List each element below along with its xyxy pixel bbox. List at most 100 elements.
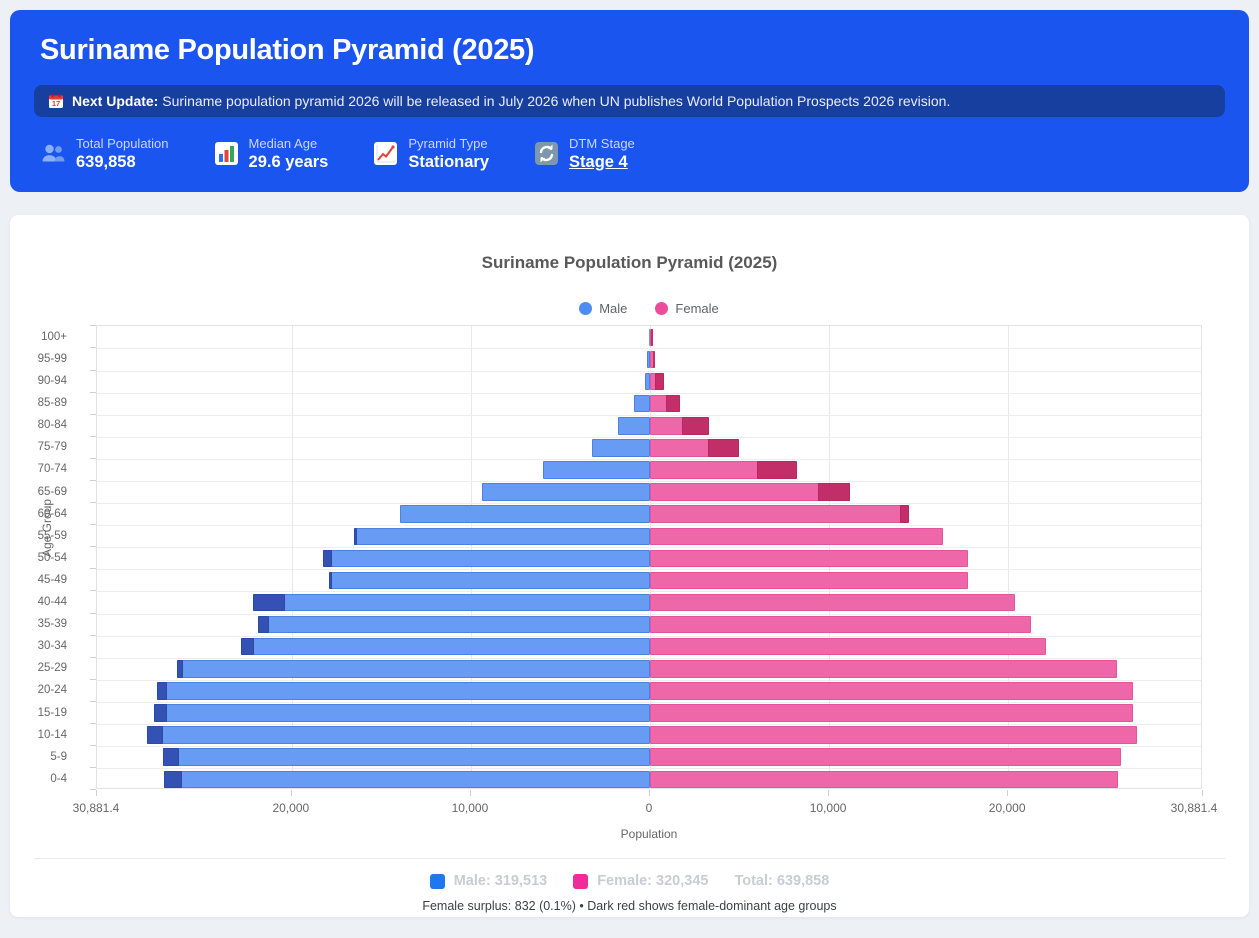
y-tick-mark [90,457,96,459]
bar-female-15-19[interactable] [650,704,1134,722]
bar-male-85-89[interactable] [634,394,650,413]
trend-chart-icon [372,140,399,167]
bar-chart-icon [213,140,240,167]
x-tick-mark [1007,790,1009,797]
pyramid-plot [96,325,1202,790]
next-update-text: Next Update: Suriname population pyramid… [72,93,950,109]
bar-female-surplus-65-69[interactable] [818,483,850,501]
bar-male-60-64[interactable] [399,505,650,523]
x-tick-20,000: 20,000 [272,801,310,816]
bar-female-25-29[interactable] [650,660,1118,678]
bar-male-70-74[interactable] [542,461,650,479]
bar-male-surplus-40-44[interactable] [252,593,285,612]
stat-value: 639,858 [76,152,136,171]
bar-female-0-4[interactable] [650,770,1119,789]
y-tick-10-14: 10-14 [37,728,67,741]
y-tick-mark [90,723,96,725]
bar-male-30-34[interactable] [240,637,650,656]
y-tick-mark [90,612,96,614]
bar-male-surplus-25-29[interactable] [176,660,183,678]
bar-male-surplus-45-49[interactable] [328,571,332,590]
y-tick-mark [90,634,96,636]
y-tick-mark [90,656,96,658]
bar-male-55-59[interactable] [353,527,650,545]
svg-text:17: 17 [52,99,60,108]
horizontal-gridline [97,591,1201,593]
legend-swatch-female [655,302,669,316]
bar-male-45-49[interactable] [328,571,650,590]
y-tick-mark [90,391,96,393]
x-tick-20,000: 20,000 [988,801,1026,816]
bar-male-80-84[interactable] [617,417,650,435]
horizontal-gridline [97,525,1201,527]
bar-female-surplus-100+[interactable] [650,328,653,347]
bar-female-35-39[interactable] [650,615,1032,634]
y-tick-60-64: 60-64 [37,507,67,520]
y-tick-mark [90,700,96,702]
totals-legend-item-1[interactable]: Female: 320,345 [573,873,708,889]
bar-female-surplus-75-79[interactable] [708,439,739,457]
bar-female-20-24[interactable] [650,682,1134,700]
bar-male-40-44[interactable] [252,593,650,612]
stat-value-link[interactable]: Stage 4 [569,152,628,171]
y-tick-95-99: 95-99 [37,352,67,365]
bar-female-surplus-70-74[interactable] [757,461,797,479]
horizontal-gridline [97,503,1201,505]
x-axis-title: Population [620,827,678,842]
bar-male-surplus-5-9[interactable] [162,748,179,766]
bar-female-30-34[interactable] [650,637,1046,656]
bar-male-10-14[interactable] [147,726,650,744]
bar-male-20-24[interactable] [156,682,650,700]
bar-female-60-64[interactable] [650,505,909,523]
totals-legend-item-0[interactable]: Male: 319,513 [429,873,547,889]
horizontal-gridline [97,679,1201,681]
bar-female-surplus-60-64[interactable] [900,505,909,523]
y-tick-55-59: 55-59 [37,529,67,542]
totals-legend: Male: 319,513 Female: 320,345 Total: 639,8… [10,873,1249,889]
bar-female-surplus-85-89[interactable] [665,394,681,413]
bar-male-surplus-30-34[interactable] [240,637,255,656]
bar-male-95-99[interactable] [647,350,650,369]
legend-item-male[interactable]: Male [579,301,627,316]
bar-male-5-9[interactable] [162,748,650,766]
bar-male-surplus-55-59[interactable] [353,527,357,545]
totals-label: Total: 639,858 [734,873,830,890]
y-tick-mark [90,590,96,592]
bar-male-surplus-10-14[interactable] [147,726,164,744]
bar-male-25-29[interactable] [176,660,650,678]
bar-female-40-44[interactable] [650,593,1016,612]
bar-male-100+[interactable] [649,328,650,347]
bar-male-50-54[interactable] [322,549,650,568]
bar-female-10-14[interactable] [650,726,1137,744]
bar-male-35-39[interactable] [257,615,650,634]
bar-female-surplus-80-84[interactable] [682,417,710,435]
bar-male-65-69[interactable] [481,483,650,501]
page-title: Suriname Population Pyramid (2025) [40,34,535,66]
bar-male-surplus-15-19[interactable] [153,704,167,722]
stat-value: Stationary [408,152,490,171]
stat-label: Total Population [76,136,169,151]
legend-item-female[interactable]: Female [655,301,719,316]
bar-female-50-54[interactable] [650,549,969,568]
horizontal-gridline [97,768,1201,770]
x-tick-0: 0 [645,801,653,816]
bar-male-surplus-20-24[interactable] [156,682,167,700]
x-tick-mark [1202,790,1203,797]
legend-swatch-male [579,302,593,316]
bar-female-55-59[interactable] [650,527,944,545]
bar-female-surplus-95-99[interactable] [652,350,655,369]
y-tick-20-24: 20-24 [37,684,67,697]
y-tick-80-84: 80-84 [37,419,67,432]
bar-female-5-9[interactable] [650,748,1122,766]
bar-male-surplus-35-39[interactable] [257,615,269,634]
bar-female-45-49[interactable] [650,571,969,590]
bar-male-15-19[interactable] [153,704,650,722]
bar-male-surplus-0-4[interactable] [163,770,182,789]
bar-male-90-94[interactable] [644,372,650,391]
bar-male-0-4[interactable] [163,770,650,789]
bar-female-surplus-90-94[interactable] [655,372,664,391]
bar-male-surplus-50-54[interactable] [322,549,332,568]
horizontal-gridline [97,481,1201,482]
bar-male-75-79[interactable] [591,439,650,457]
